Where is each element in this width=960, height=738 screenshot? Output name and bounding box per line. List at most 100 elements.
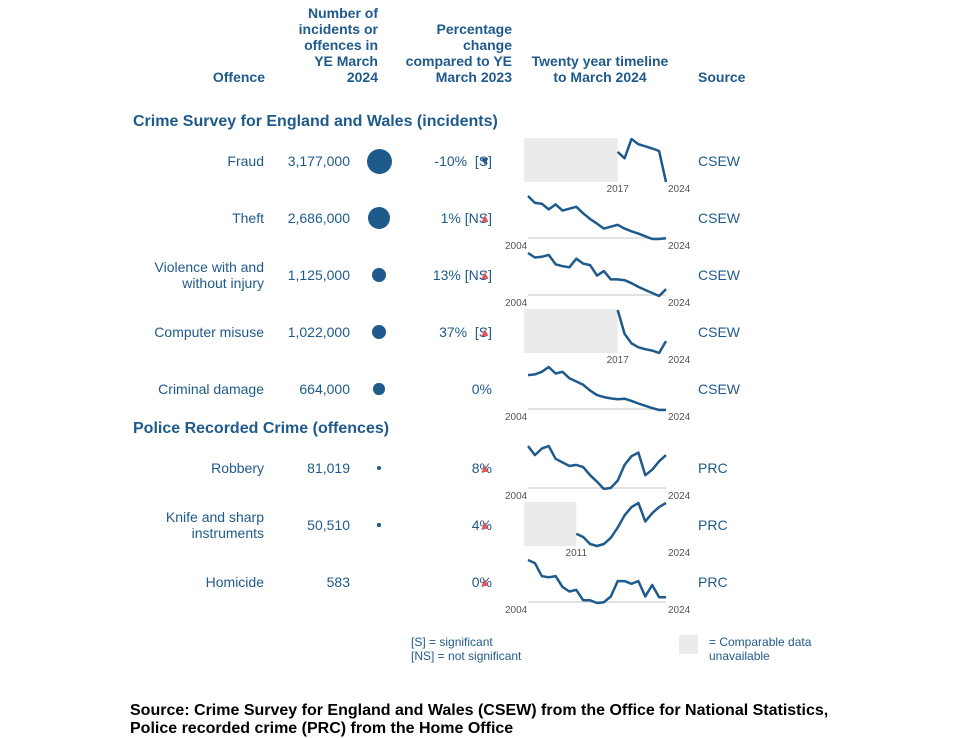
timeline-start-label: 2004 — [505, 491, 528, 502]
header-number: Number of incidents or offences in YE March… — [298, 5, 378, 85]
header-source: Source — [698, 69, 746, 85]
offence-label: Homicide — [205, 574, 264, 590]
timeline-line — [575, 501, 667, 548]
count-value: 3,177,000 — [287, 153, 350, 169]
decrease-arrow-icon: ▼ — [479, 154, 491, 168]
count-value: 1,125,000 — [287, 267, 350, 283]
increase-arrow-icon: ▲ — [479, 325, 491, 339]
table-row: Robbery 81,019 8% ▲ 2004 2024 PRC — [0, 440, 960, 502]
percent-change: -10% [S] — [434, 153, 492, 169]
increase-arrow-icon: ▲ — [479, 575, 491, 589]
significance-legend: [S] = significant [NS] = not significant — [411, 635, 521, 663]
table-row: Theft 2,686,000 1% [NS] ▲ 2004 2024 CSEW — [0, 190, 960, 252]
header-offence: Offence — [212, 69, 265, 85]
timeline-start-label: 2011 — [566, 548, 588, 559]
count-value: 50,510 — [307, 517, 350, 533]
percent-change: 0% — [471, 381, 492, 397]
source-label: CSEW — [698, 381, 740, 397]
magnitude-bubble — [371, 267, 387, 283]
table-row: Homicide 583 0% ▲ 2004 2024 PRC — [0, 554, 960, 616]
offence-label: Fraud — [227, 153, 264, 169]
offence-label: Criminal damage — [158, 381, 264, 397]
legend-unavailable-swatch — [679, 635, 698, 654]
increase-arrow-icon: ▲ — [479, 461, 491, 475]
count-value: 1,022,000 — [287, 324, 350, 340]
increase-arrow-icon: ▲ — [479, 268, 491, 282]
table-row: Fraud 3,177,000 -10% [S] ▼ 2017 2024 CSEW — [0, 133, 960, 195]
percent-change: 1% [NS] — [440, 210, 492, 226]
offence-label: Knife and sharp instruments — [165, 509, 264, 541]
header-timeline: Twenty year timeline to March 2024 — [531, 53, 669, 85]
percent-change: 8% — [471, 460, 492, 476]
table-row: Computer misuse 1,022,000 37% [S] ▲ 2017 2024… — [0, 304, 960, 366]
legend-unavailable: = Comparable data unavailable — [709, 635, 812, 663]
unavailable-data-region — [524, 502, 577, 546]
source-label: CSEW — [698, 210, 740, 226]
increase-arrow-icon: ▲ — [479, 211, 491, 225]
header-change: Percentage change compared to YE March 2023 — [405, 21, 512, 85]
source-label: CSEW — [698, 153, 740, 169]
unavailable-data-region — [524, 309, 618, 353]
timeline-end-label: 2024 — [668, 241, 691, 252]
table-row: Knife and sharp instruments 50,510 4% ▲ 2011 2… — [0, 497, 960, 559]
timeline-sparkline: 2004 2024 — [505, 251, 691, 309]
section-title-prc: Police Recorded Crime (offences) — [133, 420, 390, 437]
magnitude-bubble — [371, 324, 387, 340]
source-label: CSEW — [698, 324, 740, 340]
increase-arrow-icon: ▲ — [479, 518, 491, 532]
timeline-line — [616, 137, 668, 183]
percent-change: 0% — [471, 574, 492, 590]
timeline-sparkline: 2017 2024 — [524, 137, 691, 195]
count-value: 583 — [326, 574, 350, 590]
section-title-csew: Crime Survey for England and Wales (inci… — [133, 113, 498, 130]
source-label: PRC — [698, 574, 728, 590]
timeline-line — [527, 365, 666, 412]
magnitude-bubble — [377, 466, 381, 470]
source-label: PRC — [698, 460, 728, 476]
timeline-sparkline: 2011 2024 — [524, 501, 691, 559]
timeline-start-label: 2004 — [505, 241, 528, 252]
timeline-sparkline: 2004 2024 — [505, 195, 691, 252]
source-label: CSEW — [698, 267, 740, 283]
timeline-start-label: 2004 — [505, 298, 528, 309]
timeline-sparkline: 2004 2024 — [505, 365, 691, 423]
magnitude-bubble — [367, 206, 391, 230]
table-row: Violence with and without injury 1,125,000… — [0, 247, 960, 309]
timeline-end-label: 2024 — [668, 605, 691, 616]
timeline-end-label: 2024 — [668, 548, 691, 559]
legend-significant: [S] = significant — [411, 635, 493, 649]
timeline-sparkline: 2017 2024 — [524, 309, 691, 366]
timeline-line — [527, 251, 667, 298]
magnitude-bubble — [377, 523, 381, 527]
offence-label: Robbery — [211, 460, 264, 476]
source-label: PRC — [698, 517, 728, 533]
legend-not-significant: [NS] = not significant — [411, 649, 522, 663]
offence-label: Violence with and without injury — [154, 259, 264, 291]
timeline-end-label: 2024 — [668, 355, 691, 366]
magnitude-bubble — [373, 383, 385, 395]
percent-change: 4% — [471, 517, 492, 533]
count-value: 81,019 — [307, 460, 350, 476]
percent-change: 13% [NS] — [432, 267, 492, 283]
timeline-line — [616, 309, 668, 355]
timeline-end-label: 2024 — [668, 491, 691, 502]
timeline-start-label: 2004 — [505, 412, 528, 423]
percent-change: 37% [S] — [439, 324, 492, 340]
offence-label: Theft — [232, 210, 264, 226]
table-row: Criminal damage 664,000 0% 2004 2024 CSEW — [0, 361, 960, 423]
count-value: 2,686,000 — [287, 210, 350, 226]
timeline-end-label: 2024 — [668, 298, 691, 309]
magnitude-bubble — [366, 148, 392, 174]
timeline-start-label: 2004 — [505, 605, 528, 616]
timeline-end-label: 2024 — [668, 412, 691, 423]
unavailable-data-region — [524, 138, 618, 182]
timeline-start-label: 2017 — [607, 355, 630, 366]
timeline-end-label: 2024 — [668, 184, 691, 195]
timeline-line — [527, 558, 666, 605]
offence-label: Computer misuse — [154, 324, 264, 340]
source-footer: Source: Crime Survey for England and Wal… — [130, 702, 829, 737]
timeline-line — [527, 444, 667, 491]
timeline-start-label: 2017 — [607, 184, 630, 195]
timeline-sparkline: 2004 2024 — [505, 444, 691, 502]
timeline-sparkline: 2004 2024 — [505, 558, 691, 616]
